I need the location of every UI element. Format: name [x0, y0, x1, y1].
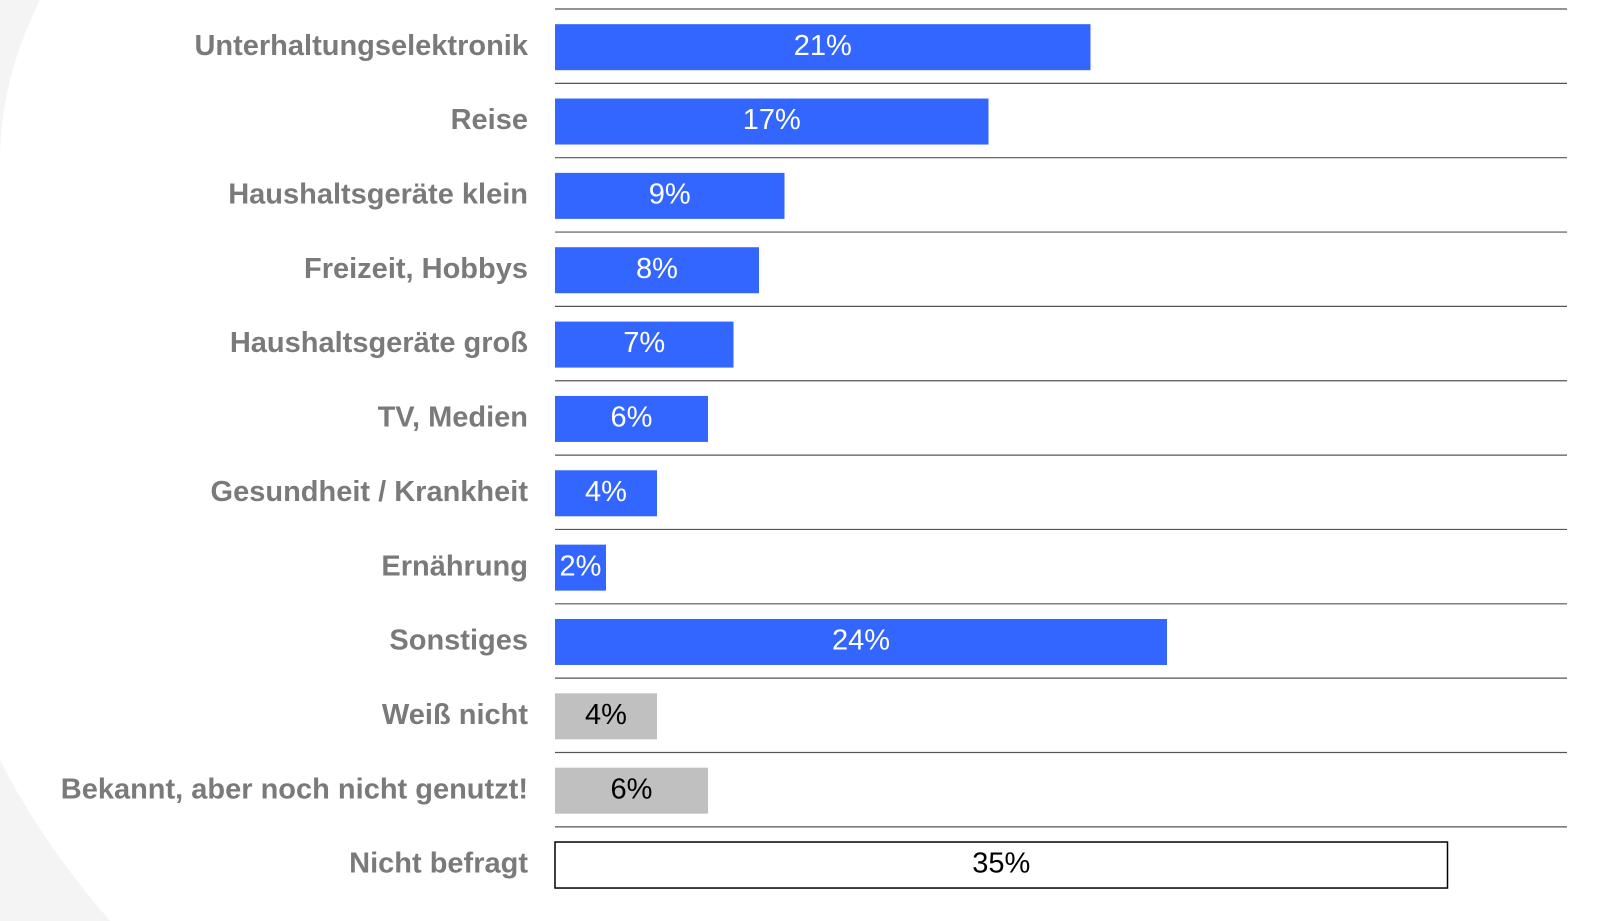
category-label: Reise: [451, 104, 528, 136]
category-label: TV, Medien: [378, 402, 528, 434]
bar: [555, 618, 1167, 665]
value-label: 21%: [794, 30, 852, 62]
bar: [555, 24, 1091, 71]
value-label: 35%: [972, 848, 1030, 880]
category-label: Unterhaltungselektronik: [194, 30, 528, 62]
value-label: 4%: [585, 476, 627, 508]
bar: [555, 544, 606, 591]
category-label: Gesundheit / Krankheit: [211, 476, 529, 508]
value-label: 9%: [649, 179, 691, 211]
bar: [555, 470, 657, 517]
bar: [555, 172, 785, 219]
bar: [555, 98, 989, 145]
bar: [555, 321, 734, 368]
value-label: 4%: [585, 699, 627, 731]
category-label: Ernährung: [381, 550, 528, 582]
bar: [555, 767, 708, 814]
category-label: Bekannt, aber noch nicht genutzt!: [61, 773, 528, 805]
value-label: 17%: [743, 104, 801, 136]
bar: [554, 841, 1449, 889]
bar: [555, 247, 759, 294]
value-label: 8%: [636, 253, 678, 285]
category-label: Nicht befragt: [349, 848, 528, 880]
category-label: Haushaltsgeräte groß: [230, 327, 528, 359]
category-label: Freizeit, Hobbys: [304, 253, 528, 285]
category-label: Haushaltsgeräte klein: [228, 179, 528, 211]
value-label: 6%: [611, 773, 653, 805]
background-shape: [0, 0, 110, 921]
value-label: 7%: [623, 327, 665, 359]
value-label: 6%: [611, 402, 653, 434]
value-label: 24%: [832, 625, 890, 657]
bar: [555, 693, 657, 740]
category-label: Weiß nicht: [382, 699, 528, 731]
category-label: Sonstiges: [389, 625, 528, 657]
value-label: 2%: [560, 550, 602, 582]
bar: [555, 395, 708, 442]
